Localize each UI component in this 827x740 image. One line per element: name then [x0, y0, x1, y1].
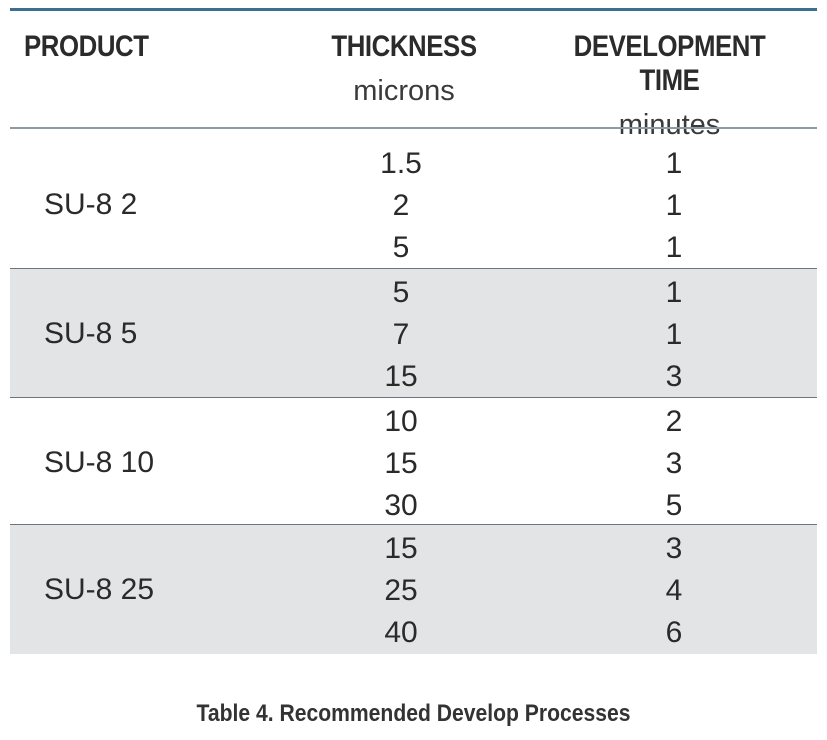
header-thickness-label: THICKNESS: [331, 30, 477, 63]
header-development-time-unit: minutes: [618, 109, 721, 141]
time-cell: 3: [665, 532, 683, 565]
product-name: SU-8 25: [44, 573, 155, 606]
table-group: SU-8 2 1.5 2 5 1 1 1: [10, 140, 817, 269]
product-name: SU-8 10: [44, 446, 155, 479]
table-group: SU-8 25 15 25 40 3 4 6: [10, 525, 817, 654]
development-time-values: 3 4 6: [634, 528, 714, 654]
thickness-values: 15 25 40: [361, 528, 441, 654]
thickness-cell: 5: [392, 231, 410, 264]
thickness-cell: 40: [384, 616, 418, 649]
thickness-cell: 25: [384, 574, 418, 607]
thickness-cell: 10: [384, 405, 418, 438]
header-thickness-unit: microns: [353, 75, 455, 107]
thickness-cell: 5: [392, 276, 410, 309]
thickness-cell: 2: [392, 189, 410, 222]
thickness-values: 10 15 30: [361, 401, 441, 527]
time-cell: 1: [665, 276, 683, 309]
time-cell: 2: [665, 405, 683, 438]
group-divider: [10, 524, 817, 525]
header-product-label: PRODUCT: [24, 30, 149, 63]
header-development-time: DEVELOPMENT TIME minutes: [522, 14, 817, 142]
time-cell: 1: [665, 147, 683, 180]
thickness-cell: 1.5: [380, 147, 422, 180]
header-development-time-label: DEVELOPMENT TIME: [573, 30, 766, 97]
development-time-values: 1 1 1: [634, 143, 714, 269]
header-rule: [10, 127, 817, 129]
development-time-values: 1 1 3: [634, 272, 714, 398]
thickness-cell: 30: [384, 489, 418, 522]
group-divider: [10, 268, 817, 269]
time-cell: 6: [665, 616, 683, 649]
header-thickness: THICKNESS microns: [278, 14, 530, 108]
group-divider: [10, 397, 817, 398]
development-time-values: 2 3 5: [634, 401, 714, 527]
time-cell: 4: [665, 574, 683, 607]
time-cell: 1: [665, 318, 683, 351]
product-name: SU-8 2: [44, 188, 138, 221]
table-header: PRODUCT THICKNESS microns DEVELOPMENT TI…: [10, 14, 817, 141]
thickness-cell: 15: [384, 532, 418, 565]
thickness-cell: 15: [384, 360, 418, 393]
thickness-cell: 15: [384, 447, 418, 480]
header-product: PRODUCT: [24, 14, 184, 64]
table-group: SU-8 10 10 15 30 2 3 5: [10, 398, 817, 527]
time-cell: 5: [665, 489, 683, 522]
time-cell: 3: [665, 447, 683, 480]
thickness-values: 5 7 15: [361, 272, 441, 398]
table-group: SU-8 5 5 7 15 1 1 3: [10, 269, 817, 398]
table-caption: Table 4. Recommended Develop Processes: [196, 700, 631, 727]
thickness-values: 1.5 2 5: [361, 143, 441, 269]
thickness-cell: 7: [392, 318, 410, 351]
time-cell: 3: [665, 360, 683, 393]
time-cell: 1: [665, 231, 683, 264]
product-name: SU-8 5: [44, 317, 138, 350]
time-cell: 1: [665, 189, 683, 222]
top-rule: [10, 8, 817, 11]
